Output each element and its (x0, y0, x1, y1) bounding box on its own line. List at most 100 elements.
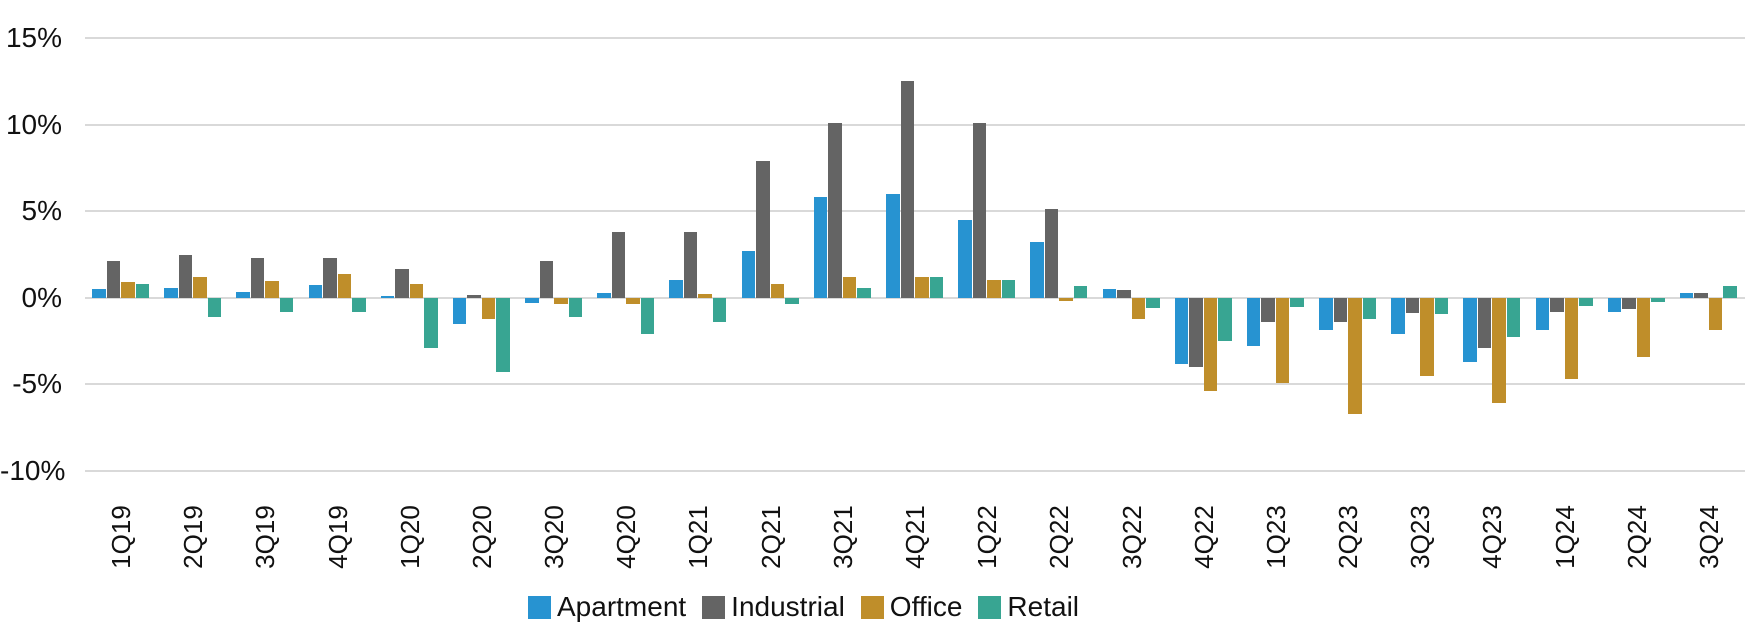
bar-office-1Q21 (698, 294, 712, 298)
bar-apartment-1Q22 (958, 219, 972, 298)
bar-retail-3Q19 (279, 297, 294, 312)
x-axis-tick-label: 4Q21 (899, 505, 930, 569)
bar-retail-3Q23 (1434, 297, 1449, 315)
bar-industrial-3Q19 (250, 257, 265, 298)
x-axis-tick-label: 1Q24 (1549, 505, 1580, 569)
bar-retail-4Q23 (1506, 297, 1521, 337)
bar-office-2Q24 (1636, 297, 1651, 357)
bar-industrial-1Q21 (683, 231, 698, 298)
bar-apartment-2Q20 (452, 297, 467, 324)
bar-retail-4Q21 (929, 277, 943, 298)
bar-apartment-4Q22 (1174, 297, 1189, 364)
bar-office-1Q24 (1564, 297, 1579, 380)
bar-retail-3Q21 (857, 288, 871, 298)
legend-swatch-retail (978, 595, 1002, 619)
bar-retail-2Q20 (496, 297, 510, 373)
bar-apartment-1Q23 (1246, 297, 1261, 347)
bar-office-2Q22 (1059, 297, 1073, 302)
x-axis-tick-label: 2Q23 (1332, 505, 1363, 569)
bar-office-1Q22 (987, 280, 1001, 298)
gridline-15% (85, 37, 1745, 39)
bar-apartment-2Q23 (1319, 297, 1333, 330)
bar-apartment-2Q21 (741, 251, 756, 298)
gridline--10% (85, 470, 1745, 472)
bar-apartment-3Q22 (1102, 289, 1117, 298)
bar-office-1Q19 (121, 282, 135, 298)
bar-retail-3Q22 (1146, 297, 1160, 309)
bar-retail-2Q19 (207, 297, 222, 317)
bar-industrial-2Q19 (178, 254, 193, 298)
x-axis-tick-label: 4Q19 (322, 505, 353, 569)
bar-retail-2Q22 (1073, 285, 1088, 298)
bar-industrial-3Q22 (1117, 290, 1131, 298)
bar-industrial-4Q20 (611, 231, 626, 298)
x-axis-tick-label: 2Q20 (466, 505, 497, 569)
bar-retail-4Q20 (640, 297, 655, 335)
legend-item-office: Office (860, 591, 963, 622)
bar-office-3Q19 (265, 281, 279, 298)
bar-office-2Q23 (1348, 297, 1362, 414)
bar-apartment-1Q20 (380, 296, 395, 298)
bar-office-4Q22 (1203, 297, 1218, 392)
bar-retail-1Q23 (1290, 297, 1304, 308)
x-axis-tick-label: 4Q23 (1476, 505, 1507, 569)
gridline--5% (85, 383, 1745, 386)
bar-retail-1Q20 (424, 297, 438, 349)
legend-label: Office (889, 591, 963, 622)
bar-office-3Q21 (842, 277, 857, 298)
x-axis-tick-label: 1Q20 (394, 505, 425, 569)
bar-apartment-4Q23 (1463, 297, 1477, 362)
x-axis-tick-label: 1Q22 (971, 505, 1002, 569)
legend-swatch-office (860, 595, 884, 619)
legend-item-retail: Retail (978, 592, 1079, 622)
x-axis-tick-label: 2Q24 (1621, 505, 1652, 569)
bar-industrial-1Q23 (1261, 297, 1275, 323)
bar-industrial-4Q21 (900, 81, 914, 298)
bar-office-1Q20 (409, 283, 424, 298)
bar-industrial-4Q19 (323, 257, 337, 298)
bar-industrial-4Q22 (1189, 297, 1203, 368)
bar-office-3Q22 (1131, 297, 1146, 320)
bar-industrial-2Q20 (467, 295, 481, 298)
bar-industrial-3Q24 (1694, 292, 1708, 298)
legend-label: Apartment (557, 591, 687, 622)
bar-office-1Q23 (1275, 297, 1290, 383)
legend-item-industrial: Industrial (702, 592, 845, 622)
bar-apartment-4Q21 (886, 193, 900, 298)
bar-office-2Q19 (193, 277, 207, 298)
bar-office-4Q20 (626, 297, 640, 304)
bar-retail-2Q21 (785, 297, 799, 304)
bar-industrial-1Q20 (395, 269, 409, 298)
bar-retail-1Q22 (1001, 280, 1016, 298)
bar-apartment-3Q19 (236, 291, 250, 298)
bar-office-3Q20 (554, 297, 568, 304)
bar-retail-4Q22 (1218, 297, 1232, 342)
bar-office-2Q21 (770, 283, 785, 298)
bar-retail-1Q19 (135, 283, 150, 298)
bar-apartment-2Q24 (1607, 297, 1622, 312)
legend-swatch-industrial (702, 595, 726, 619)
y-axis-tick-label: -10% (0, 455, 66, 486)
x-axis-tick-label: 3Q22 (1116, 505, 1147, 569)
bar-apartment-2Q19 (164, 288, 178, 298)
x-axis-tick-label: 3Q24 (1693, 505, 1724, 569)
bar-industrial-2Q22 (1044, 209, 1059, 298)
bar-industrial-3Q21 (828, 122, 842, 298)
legend-swatch-apartment (528, 595, 551, 619)
x-axis-tick-label: 3Q21 (827, 505, 858, 569)
legend-label: Retail (1007, 591, 1080, 622)
x-axis-tick-label: 4Q22 (1188, 505, 1219, 569)
bar-apartment-4Q20 (597, 292, 611, 298)
bar-apartment-4Q19 (308, 284, 323, 298)
y-axis-tick-label: 0% (21, 281, 62, 313)
bar-industrial-3Q23 (1405, 297, 1420, 314)
x-axis-tick-label: 4Q20 (610, 505, 641, 569)
bar-retail-3Q24 (1723, 285, 1737, 298)
x-axis-tick-label: 2Q22 (1043, 505, 1074, 569)
bar-office-3Q24 (1708, 297, 1723, 330)
x-axis-tick-label: 1Q23 (1260, 505, 1291, 569)
bar-apartment-3Q21 (813, 197, 828, 298)
bar-office-4Q21 (915, 277, 929, 298)
x-axis-tick-label: 3Q19 (249, 505, 280, 569)
